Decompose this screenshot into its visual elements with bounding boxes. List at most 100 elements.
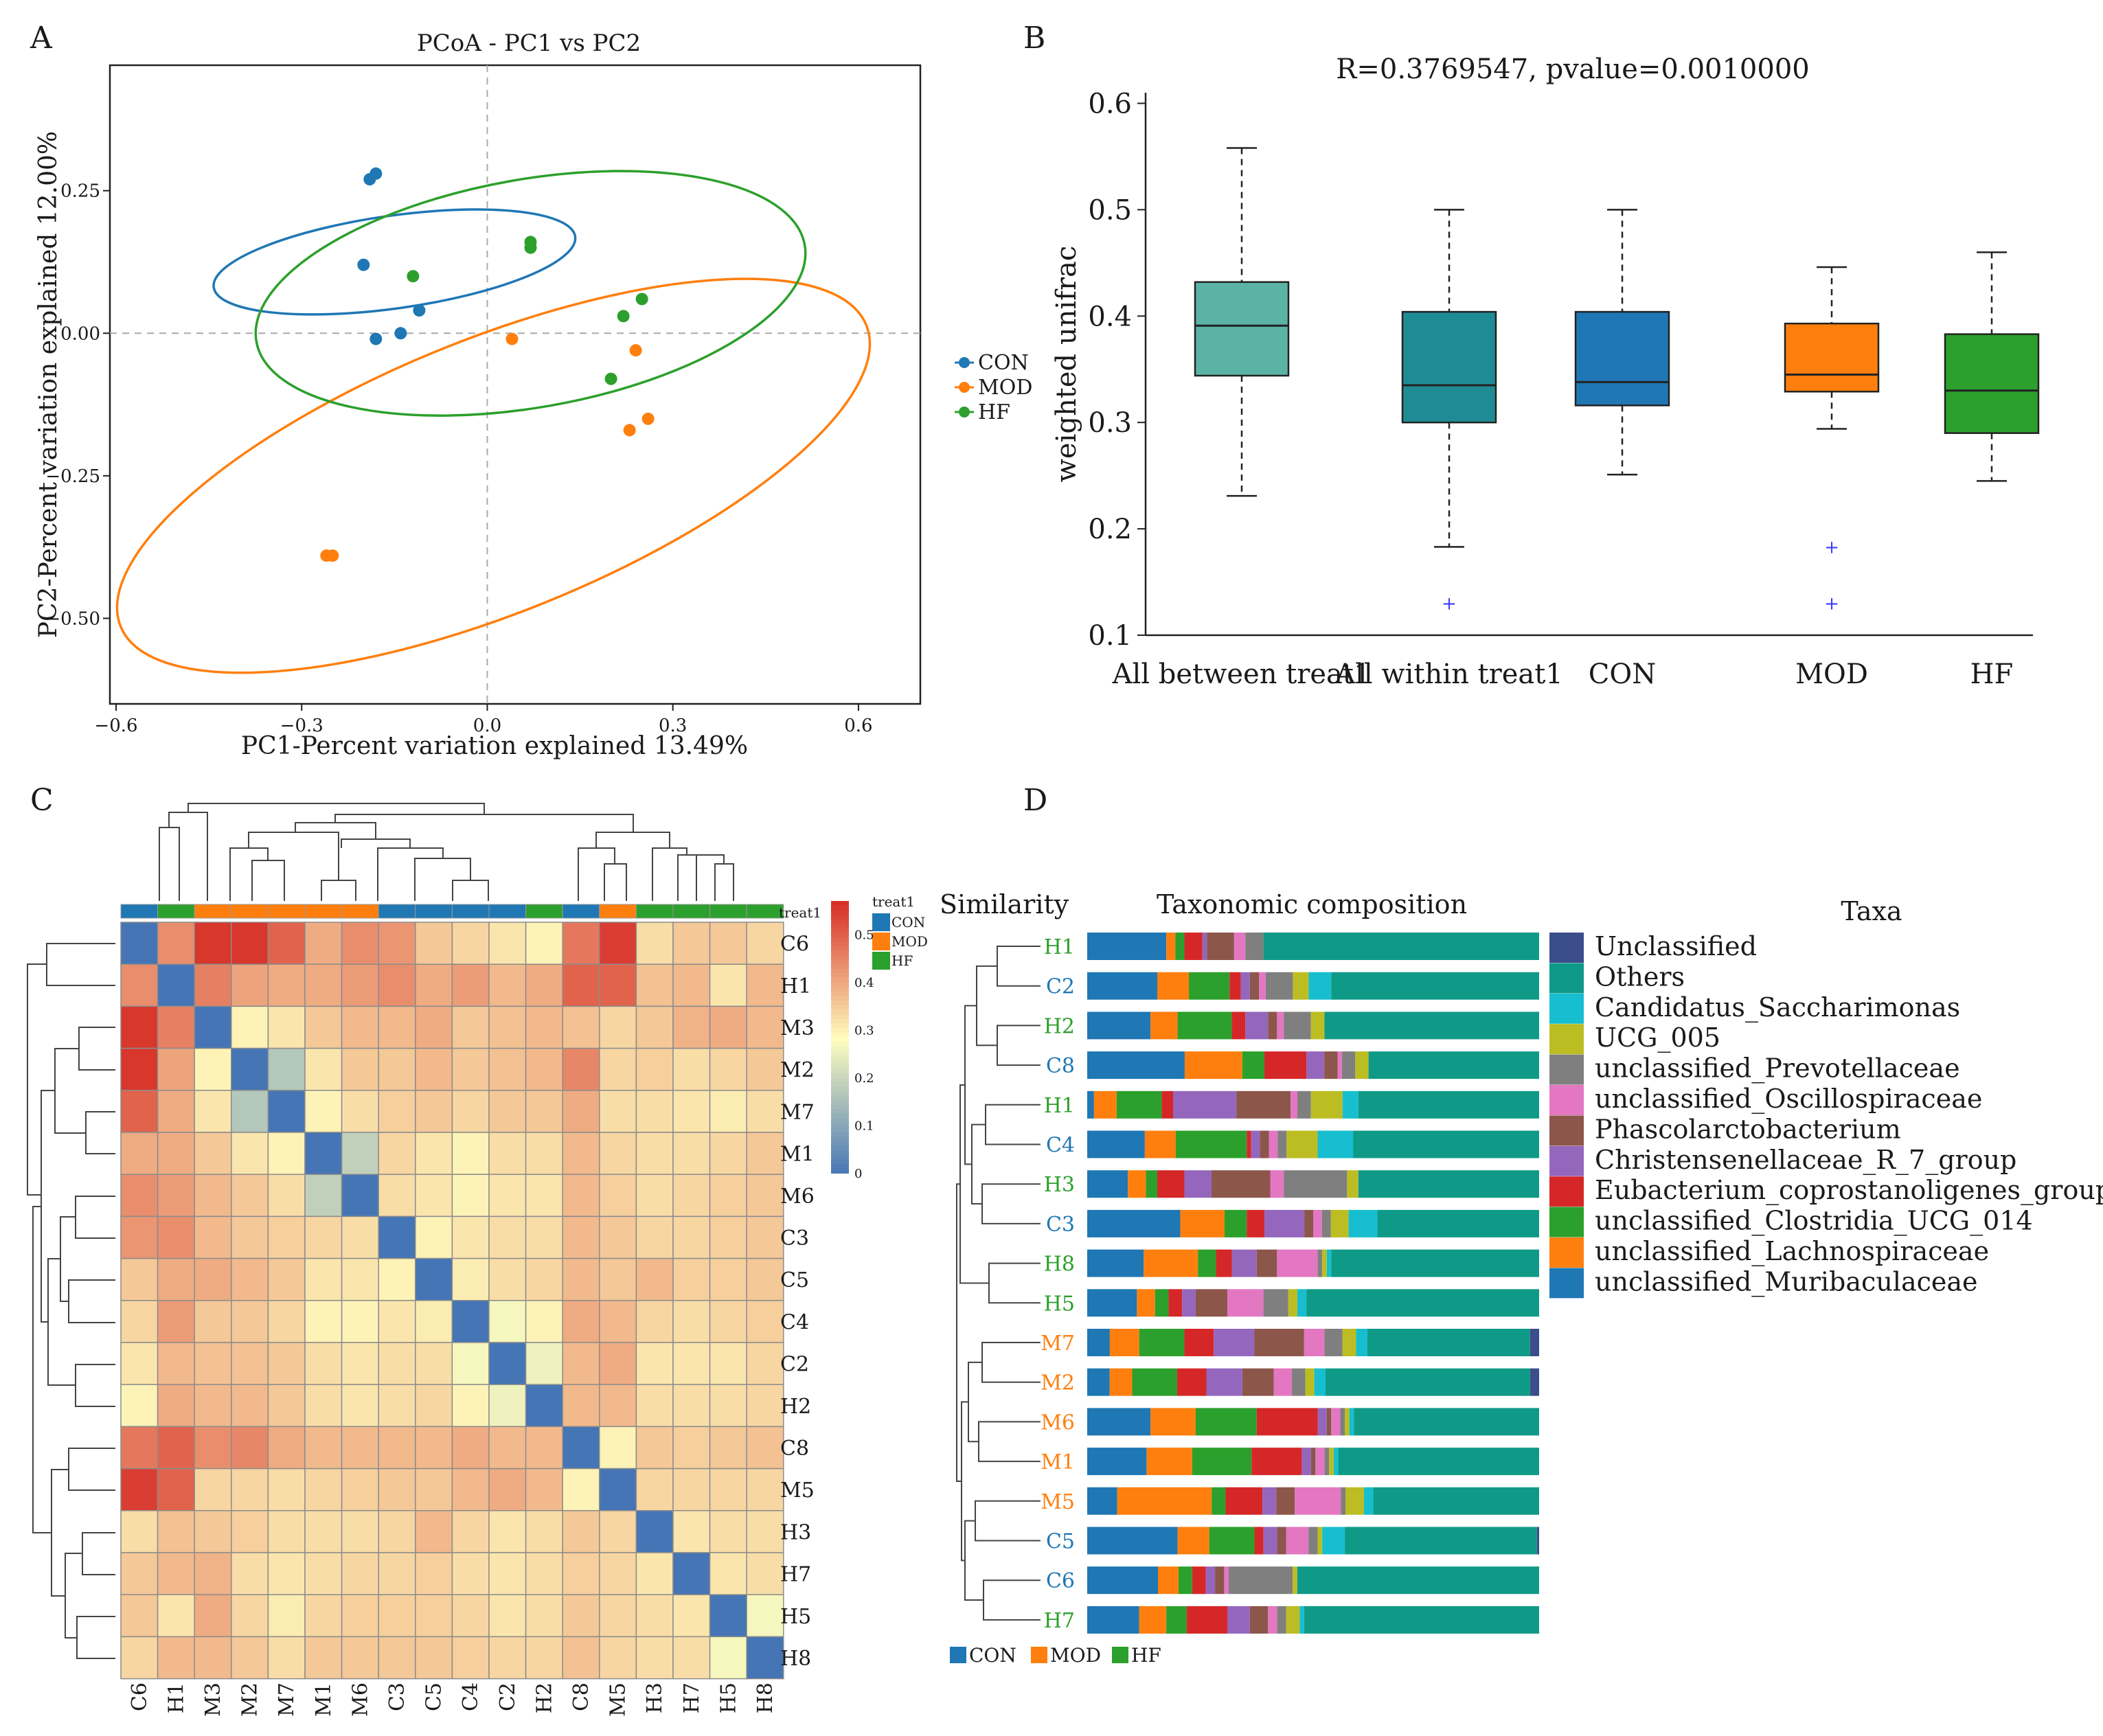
heatmap-cell <box>525 1132 563 1175</box>
bar-segment <box>1184 1051 1242 1080</box>
heatmap-cell <box>120 1174 159 1218</box>
bar-segment <box>1195 1289 1227 1317</box>
bar-segment <box>1144 1249 1198 1277</box>
bar-segment <box>1331 1249 1539 1277</box>
bar-segment <box>1263 1289 1288 1317</box>
heatmap-cell <box>304 1090 343 1133</box>
heatmap-cell <box>415 1257 453 1301</box>
heatmap-cell <box>709 1300 747 1343</box>
heatmap-cell <box>709 1047 747 1091</box>
annotation-cell-mod <box>194 904 232 919</box>
outlier-marker: + <box>1442 594 1457 615</box>
bar-segment <box>1368 1051 1539 1080</box>
bar-segment <box>1227 1606 1250 1634</box>
bar-segment <box>1176 1130 1247 1158</box>
heatmap-cell <box>120 1426 159 1470</box>
colorbar-segment <box>831 950 849 957</box>
heatmap-cell <box>488 963 527 1007</box>
heatmap-cell <box>709 1594 747 1638</box>
bar-segment <box>1087 1289 1137 1317</box>
row-label: H5 <box>780 1605 811 1629</box>
heatmap-cell <box>157 1594 195 1638</box>
heatmap-cell <box>746 922 784 965</box>
heatmap-cell <box>451 1132 490 1175</box>
heatmap-cell <box>599 1467 637 1511</box>
colorbar-segment <box>831 1073 849 1079</box>
sample-dendrogram-branch <box>956 1183 962 1482</box>
bar-segment <box>1263 1527 1277 1555</box>
heatmap-cell <box>599 1342 637 1385</box>
column-dendrogram-branch <box>251 860 285 901</box>
y-tick-label: −0.25 <box>45 466 100 487</box>
bar-segment <box>1291 1090 1297 1119</box>
box <box>1194 281 1290 377</box>
bar-segment <box>1345 1527 1537 1555</box>
heatmap-cell <box>157 1132 195 1175</box>
sample-label: C5 <box>1046 1530 1075 1554</box>
bar-segment <box>1202 933 1207 960</box>
heatmap-cell <box>378 1426 416 1470</box>
point-con <box>413 304 426 317</box>
annotation-cell-hf <box>635 904 674 919</box>
bar-segment <box>1321 1209 1331 1237</box>
heatmap-cell <box>672 1426 711 1470</box>
colorbar-segment <box>831 1041 849 1047</box>
colorbar-segment <box>831 1060 849 1065</box>
colorbar-segment <box>831 924 849 929</box>
bar-segment <box>1206 1368 1242 1396</box>
bar-segment <box>1168 1289 1183 1317</box>
heatmap-cell <box>672 1510 711 1553</box>
colorbar-tick-label: 0.2 <box>854 1071 874 1086</box>
heatmap-cell <box>378 1467 416 1511</box>
heatmap-cell <box>635 1005 674 1049</box>
heatmap-cell <box>341 1636 379 1680</box>
colorbar-segment <box>831 1055 849 1060</box>
chart-title: R=0.3769547, pvalue=0.0010000 <box>1336 54 1809 85</box>
sample-label: H1 <box>1044 1094 1075 1118</box>
sample-dendrogram-branch <box>985 1104 1041 1145</box>
bar-segment <box>1286 1527 1309 1555</box>
heatmap-cell <box>451 1552 490 1595</box>
annotation-legend-key-con <box>872 913 890 931</box>
panel-label-d: D <box>1023 783 1047 818</box>
heatmap-cell <box>378 1342 416 1385</box>
heatmap-cell <box>525 1636 563 1680</box>
heatmap-cell <box>304 1300 343 1343</box>
heatmap-cell <box>488 1090 527 1133</box>
heatmap-cell <box>341 1215 379 1259</box>
heatmap-cell <box>157 1384 195 1428</box>
column-label: M6 <box>348 1682 372 1717</box>
bar-segment <box>1324 1448 1330 1476</box>
bar-segment <box>1304 1329 1325 1356</box>
point-hf <box>604 372 617 385</box>
bar-segment <box>1338 1448 1539 1476</box>
heatmap-cell <box>267 1467 306 1511</box>
heatmap-cell <box>635 1594 674 1638</box>
colorbar-segment <box>831 937 849 943</box>
taxa-legend-label: Others <box>1595 961 1685 992</box>
bar-segment <box>1137 1289 1155 1317</box>
annotation-cell-con <box>120 904 159 919</box>
taxa-legend-label: unclassified_Prevotellaceae <box>1595 1053 1960 1084</box>
bar-segment <box>1354 1408 1539 1436</box>
annotation-cell-mod <box>267 904 306 919</box>
bar-segment <box>1268 1606 1277 1634</box>
heatmap-cell <box>746 1090 784 1133</box>
y-tick-label: 0.3 <box>1088 407 1132 439</box>
bar-segment <box>1087 1090 1094 1119</box>
bar-segment <box>1109 1329 1139 1356</box>
bar-segment <box>1308 1527 1318 1555</box>
colorbar-segment <box>831 933 849 938</box>
heatmap-cell <box>415 1594 453 1638</box>
chart-title: PCoA - PC1 vs PC2 <box>417 30 641 57</box>
heatmap-cell <box>304 1342 343 1385</box>
heatmap-cell <box>157 1174 195 1218</box>
bar-segment <box>1150 1408 1196 1436</box>
heatmap-cell <box>341 1047 379 1091</box>
column-label: H5 <box>716 1682 740 1713</box>
colorbar-segment <box>831 910 849 915</box>
heatmap-cell <box>194 1174 232 1218</box>
heatmap-cell <box>451 1005 490 1049</box>
bar-segment <box>1087 1170 1128 1198</box>
